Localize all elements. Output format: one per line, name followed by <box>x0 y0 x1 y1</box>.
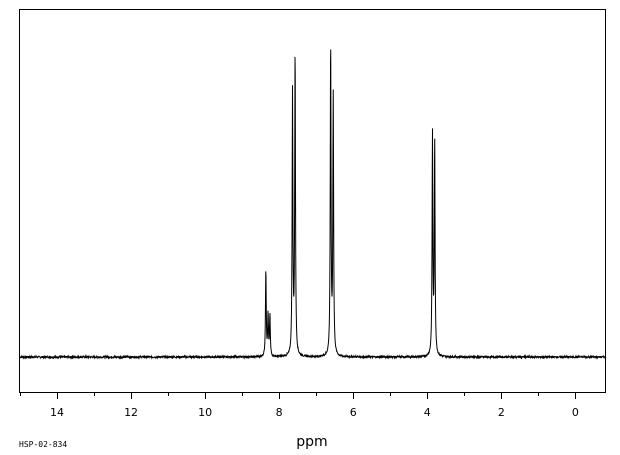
x-axis-ticks <box>20 392 576 399</box>
sample-id-label: HSP-02-834 <box>19 440 67 449</box>
x-tick-label: 8 <box>276 406 283 419</box>
spectrum-trace <box>19 49 606 360</box>
x-tick-label: 4 <box>424 406 431 419</box>
x-tick-label: 2 <box>498 406 505 419</box>
x-axis-tick-labels: 14 12 10 8 6 4 2 0 <box>50 406 579 419</box>
x-tick-label: 14 <box>50 406 64 419</box>
x-axis-title: ppm <box>296 434 327 450</box>
x-tick-label: 12 <box>124 406 138 419</box>
x-tick-label: 6 <box>350 406 357 419</box>
x-tick-label: 0 <box>572 406 579 419</box>
plot-frame <box>19 9 606 393</box>
x-tick-label: 10 <box>198 406 212 419</box>
